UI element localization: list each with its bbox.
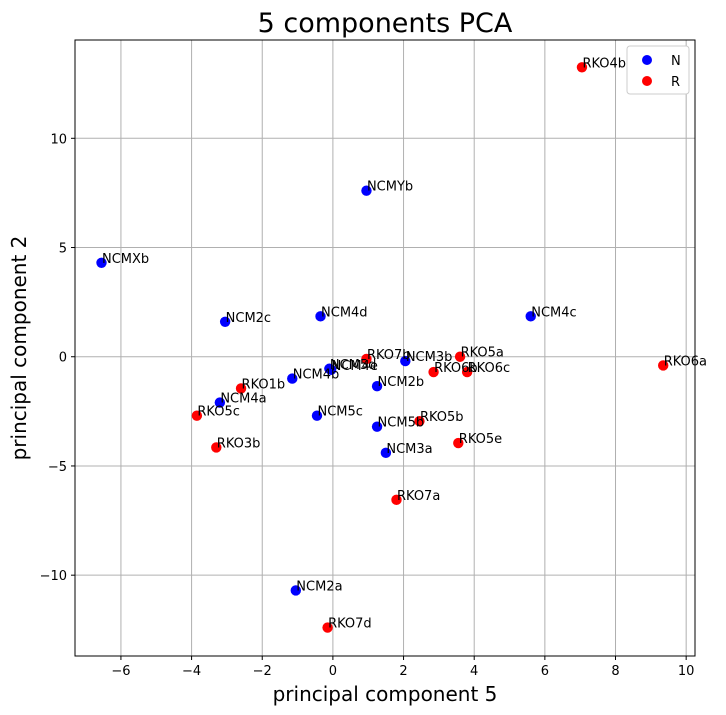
y-tick-label: −10	[40, 569, 67, 584]
scatter-point	[371, 381, 383, 392]
grid-layer	[75, 40, 695, 656]
point-label: RKO4b	[582, 56, 626, 71]
scatter-point	[322, 622, 333, 633]
scatter-point	[361, 353, 372, 365]
x-tick-label: 2	[399, 664, 407, 679]
scatter-point	[414, 415, 425, 427]
point-label: NCM4e	[332, 359, 378, 374]
point-label: NCM2a	[296, 579, 342, 594]
x-tick-label: 10	[678, 664, 695, 679]
point-label: NCM4b	[293, 368, 340, 383]
y-axis-label: principal component 2	[7, 236, 31, 461]
scatter-point	[290, 585, 301, 596]
point-label: RKO5c	[197, 405, 240, 420]
scatter-point	[371, 421, 383, 432]
scatter-point	[453, 437, 464, 449]
scatter-point	[400, 355, 411, 367]
scatter-point	[96, 257, 107, 269]
point-label: RKO6b	[434, 361, 478, 376]
scatter-point	[219, 316, 231, 327]
legend: N R	[626, 45, 690, 95]
plot-frame	[74, 39, 696, 657]
x-tick-label: 4	[470, 664, 478, 679]
tick-layer: −6 −4 −2 0 2 4 6 8 10 −10 −5 0 5 10	[40, 132, 695, 679]
point-label: RKO7a	[397, 489, 440, 504]
point-label: NCM4d	[321, 305, 368, 320]
y-tick-label: 0	[59, 351, 67, 366]
scatter-point	[658, 360, 669, 371]
point-label: NCM5c	[317, 405, 362, 420]
scatter-point	[235, 383, 247, 394]
x-tick-label: 8	[611, 664, 619, 679]
x-tick-label: 6	[541, 664, 549, 679]
x-tick-label: −4	[182, 664, 201, 679]
chart-title: 5 components PCA	[258, 8, 513, 39]
scatter-point	[380, 447, 392, 459]
x-tick-label: 0	[329, 664, 337, 679]
point-label: RKO3b	[217, 436, 261, 451]
y-tick-label: 10	[50, 132, 67, 147]
scatter-point	[391, 494, 402, 506]
scatter-point	[311, 410, 323, 421]
point-labels-layer: NCMYb NCMXb NCM2c NCM4d NCM4c NCM3b NCM5dNCM4e…	[102, 56, 707, 631]
scatter-point	[428, 366, 439, 378]
point-label: RKO5e	[459, 432, 502, 447]
x-tick-label: −6	[111, 664, 130, 679]
x-tick-label: −2	[253, 664, 272, 679]
y-tick-label: −5	[48, 460, 67, 475]
point-label: RKO5b	[420, 410, 464, 425]
point-label: NCM4a	[220, 392, 266, 407]
point-label: RKO7d	[328, 617, 372, 632]
scatter-point	[361, 185, 372, 196]
point-label: NCM3b	[406, 350, 453, 365]
scatter-point	[576, 62, 588, 73]
scatter-point	[525, 311, 536, 322]
points-layer	[96, 62, 669, 633]
point-label: NCMYb	[367, 180, 413, 195]
scatter-point	[287, 373, 298, 384]
point-label: NCM5d	[330, 358, 377, 373]
point-label: NCM3a	[386, 442, 432, 457]
scatter-point	[454, 351, 466, 362]
y-tick-label: 5	[59, 242, 67, 257]
legend-marker-n	[642, 55, 652, 65]
point-label: RKO7b	[367, 348, 411, 363]
scatter-point	[325, 364, 337, 376]
point-label: RKO1b	[242, 377, 286, 392]
point-label: NCM2c	[226, 311, 271, 326]
scatter-point	[214, 397, 226, 408]
point-label: NCM5b	[378, 416, 425, 431]
legend-label-r: R	[671, 75, 680, 90]
x-axis-label: principal component 5	[273, 682, 498, 706]
point-label: RKO6a	[664, 354, 707, 369]
point-label: NCMXb	[102, 252, 149, 267]
scatter-point	[461, 366, 473, 378]
scatter-point	[315, 311, 326, 322]
scatter-point	[191, 410, 203, 421]
point-label: RKO5a	[461, 346, 504, 361]
point-label: RKO6c	[468, 361, 511, 376]
point-label: NCM4c	[531, 305, 576, 320]
point-label: NCM2b	[378, 375, 425, 390]
legend-label-n: N	[671, 54, 681, 69]
legend-marker-r	[642, 76, 652, 86]
scatter-point	[211, 442, 222, 453]
